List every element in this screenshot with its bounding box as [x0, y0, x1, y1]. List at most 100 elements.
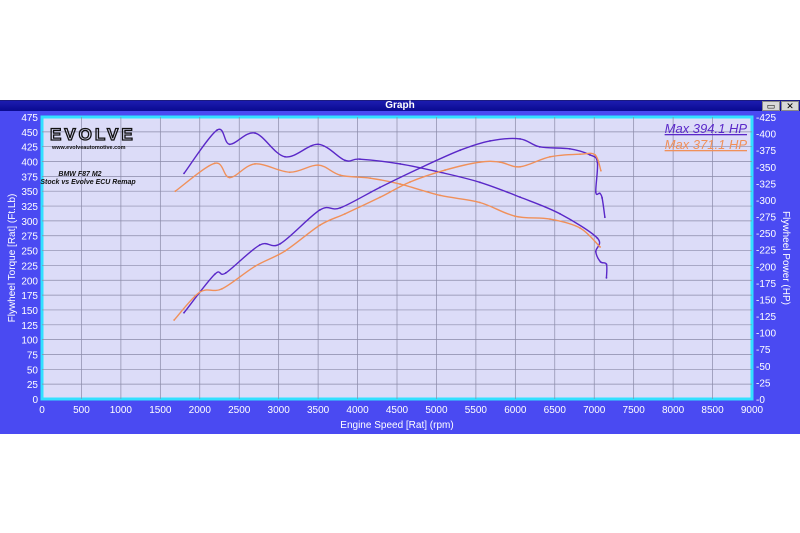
- y-left-tick-label: 0: [32, 395, 38, 406]
- data-point-stock-power: [549, 155, 551, 158]
- y-right-tick-label: -300: [756, 196, 776, 207]
- data-point-evolve-torque: [599, 260, 602, 263]
- data-point-stock-torque: [439, 194, 441, 197]
- y-right-tick-label: -25: [756, 378, 771, 389]
- data-point-stock-torque: [599, 246, 602, 248]
- data-point-evolve-power: [568, 147, 571, 150]
- data-point-evolve-power: [213, 273, 216, 276]
- data-point-evolve-power: [319, 208, 321, 211]
- data-point-stock-torque: [174, 190, 177, 193]
- data-point-evolve-power: [379, 186, 381, 189]
- data-point-evolve-torque: [284, 155, 286, 158]
- y-left-tick-label: 475: [21, 113, 38, 124]
- y-left-tick-label: 125: [21, 321, 38, 332]
- data-point-stock-power: [409, 181, 411, 183]
- data-point-stock-power: [379, 196, 381, 199]
- y-right-tick-label: -0: [756, 395, 765, 406]
- data-point-evolve-torque: [183, 172, 185, 175]
- data-point-stock-power: [499, 161, 501, 164]
- x-tick-label: 1000: [110, 405, 133, 416]
- y-right-tick-label: -100: [756, 329, 776, 340]
- data-point-stock-torque: [579, 227, 581, 229]
- y-left-axis-label: Flywheel Torque [Rat] (Ft.Lb): [7, 194, 18, 323]
- data-point-evolve-power: [224, 272, 227, 274]
- y-left-tick-label: 150: [21, 306, 38, 317]
- data-point-evolve-power: [418, 167, 421, 169]
- data-point-evolve-power: [601, 197, 604, 199]
- logo: EVOLVE www.evolveautomotive.com: [49, 124, 133, 151]
- data-point-evolve-power: [279, 242, 282, 245]
- annotation-line2: Stock vs Evolve ECU Remap: [40, 179, 136, 186]
- y-right-tick-label: -175: [756, 279, 776, 290]
- data-point-evolve-torque: [559, 212, 561, 215]
- data-point-evolve-power: [183, 311, 185, 314]
- y-left-tick-label: 275: [21, 232, 38, 243]
- data-point-evolve-torque: [478, 181, 481, 184]
- data-point-evolve-power: [588, 153, 591, 156]
- y-left-tick-label: 300: [21, 217, 38, 228]
- legend-evolve: Max 394.1 HP: [665, 121, 748, 136]
- data-point-evolve-torque: [399, 163, 402, 165]
- y-right-tick-label: -225: [756, 246, 776, 257]
- x-tick-label: 5500: [465, 405, 488, 416]
- y-right-tick-label: -425: [756, 113, 776, 124]
- y-left-tick-label: 450: [21, 128, 38, 139]
- data-point-evolve-power: [519, 137, 521, 140]
- x-tick-label: 3000: [268, 405, 291, 416]
- y-right-tick-label: -150: [756, 295, 776, 306]
- data-point-evolve-torque: [344, 159, 346, 162]
- y-left-tick-label: 325: [21, 202, 38, 213]
- data-point-evolve-power: [489, 139, 491, 142]
- data-point-stock-power: [173, 319, 176, 321]
- x-tick-label: 500: [73, 405, 90, 416]
- annotation-line1: BMW F87 M2: [58, 171, 101, 178]
- data-point-evolve-power: [459, 149, 462, 152]
- data-point-stock-power: [594, 153, 596, 156]
- y-right-tick-label: -350: [756, 163, 776, 174]
- data-point-stock-torque: [369, 177, 372, 180]
- x-tick-label: 8500: [701, 405, 724, 416]
- data-point-stock-power: [600, 169, 602, 172]
- x-tick-label: 0: [39, 405, 45, 416]
- x-tick-label: 2500: [228, 405, 251, 416]
- data-point-stock-power: [198, 291, 201, 294]
- data-point-stock-torque: [288, 171, 291, 174]
- series-lines: [173, 128, 608, 321]
- y-left-tick-label: 400: [21, 158, 38, 169]
- close-icon[interactable]: ✕: [781, 101, 799, 111]
- data-point-evolve-torque: [594, 250, 597, 253]
- title-bar: Graph ▭ ✕: [0, 100, 800, 111]
- data-point-evolve-power: [603, 216, 606, 219]
- y-left-tick-label: 175: [21, 291, 38, 302]
- y-right-tick-label: -200: [756, 262, 776, 273]
- x-tick-label: 9000: [741, 405, 764, 416]
- y-left-tick-label: 225: [21, 261, 38, 272]
- data-point-stock-torque: [549, 218, 551, 221]
- data-point-stock-power: [220, 287, 223, 290]
- x-tick-label: 6500: [544, 405, 567, 416]
- data-point-stock-power: [519, 165, 521, 168]
- y-right-axis-label: Flywheel Power (HP): [780, 211, 791, 305]
- x-tick-label: 8000: [662, 405, 685, 416]
- data-point-evolve-torque: [605, 276, 608, 279]
- data-point-stock-torque: [339, 174, 342, 177]
- data-point-evolve-torque: [359, 158, 361, 161]
- y-left-tick-label: 50: [27, 365, 39, 376]
- restore-icon[interactable]: ▭: [762, 101, 780, 111]
- data-point-stock-power: [284, 250, 286, 252]
- x-tick-label: 1500: [149, 405, 172, 416]
- y-right-tick-label: -375: [756, 146, 776, 157]
- legend-stock: Max 371.1 HP: [665, 137, 748, 152]
- data-point-stock-torque: [228, 176, 231, 179]
- data-point-evolve-torque: [317, 143, 320, 146]
- data-point-evolve-torque: [519, 196, 521, 199]
- x-axis-label: Engine Speed [Rat] (rpm): [340, 420, 453, 431]
- data-point-stock-torque: [514, 215, 516, 218]
- y-right-tick-label: -75: [756, 345, 771, 356]
- data-point-evolve-power: [339, 207, 342, 209]
- y-right-tick-label: -400: [756, 130, 776, 141]
- data-point-evolve-torque: [605, 263, 608, 266]
- window-title: Graph: [385, 100, 415, 111]
- data-point-evolve-power: [594, 191, 597, 193]
- y-left-tick-label: 350: [21, 187, 38, 198]
